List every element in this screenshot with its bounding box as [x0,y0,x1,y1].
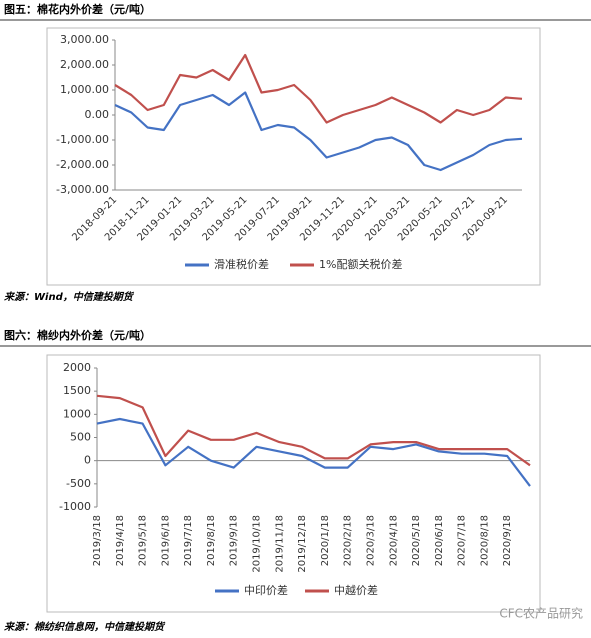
x-tick-label: 2020/9/18 [502,515,513,566]
x-tick-label: 2019/11/18 [274,515,285,573]
series-line [114,91,523,172]
x-tick-label: 2019/6/18 [160,515,171,566]
y-tick-label: -1000 [59,500,91,513]
y-tick-label: 2000 [63,361,91,374]
watermark: CFC农产品研究 [499,606,583,621]
y-tick-label: 500 [70,431,91,444]
y-tick-label: -2,000.00 [56,158,109,171]
x-tick-label: 2020/7/18 [457,515,468,566]
chart-frame [46,354,541,613]
y-tick-label: 1000 [63,407,91,420]
legend-label: 滑准税价差 [214,257,269,271]
y-tick-label: -3,000.00 [56,183,109,196]
legend-label: 中越价差 [334,583,378,597]
x-tick-label: 2020/5/18 [411,515,422,566]
source-note: 来源：棉纺织信息网，中信建投期货 [4,621,166,633]
x-tick-label: 2019/3/18 [92,515,103,566]
x-tick-label: 2019/10/18 [252,515,263,573]
x-tick-label: 2020/4/18 [388,515,399,566]
x-tick-label: 2020/1/18 [320,515,331,566]
y-tick-label: 3,000.00 [60,33,109,46]
series-line [96,417,531,487]
x-tick-label: 2019/4/18 [115,515,126,566]
x-tick-label: 2020/2/18 [343,515,354,566]
x-tick-label: 2019/8/18 [206,515,217,566]
legend-label: 1%配额关税价差 [319,257,402,271]
figure-caption: 图六：棉纱内外价差（元/吨） [4,328,151,342]
source-note: 来源：Wind，中信建投期货 [4,291,135,303]
x-tick-label: 2019/7/18 [183,515,194,566]
y-tick-label: 1,000.00 [60,83,109,96]
y-tick-label: 0.00 [85,108,110,121]
x-tick-label: 2020/6/18 [434,515,445,566]
x-tick-label: 2019/9/18 [229,515,240,566]
x-tick-label: 2020/3/18 [365,515,376,566]
series-line [114,53,523,124]
y-tick-label: -500 [66,477,91,490]
y-tick-label: 1500 [63,384,91,397]
series-line [96,394,531,467]
chart-frame [46,27,541,286]
figure-caption: 图五：棉花内外价差（元/吨） [4,2,151,16]
x-tick-label: 2019/5/18 [138,515,149,566]
y-tick-label: -1,000.00 [56,133,109,146]
x-tick-label: 2019/12/18 [297,515,308,573]
y-tick-label: 2,000.00 [60,58,109,71]
y-tick-label: 0 [84,454,91,467]
legend-label: 中印价差 [244,583,288,597]
x-tick-label: 2020/8/18 [479,515,490,566]
